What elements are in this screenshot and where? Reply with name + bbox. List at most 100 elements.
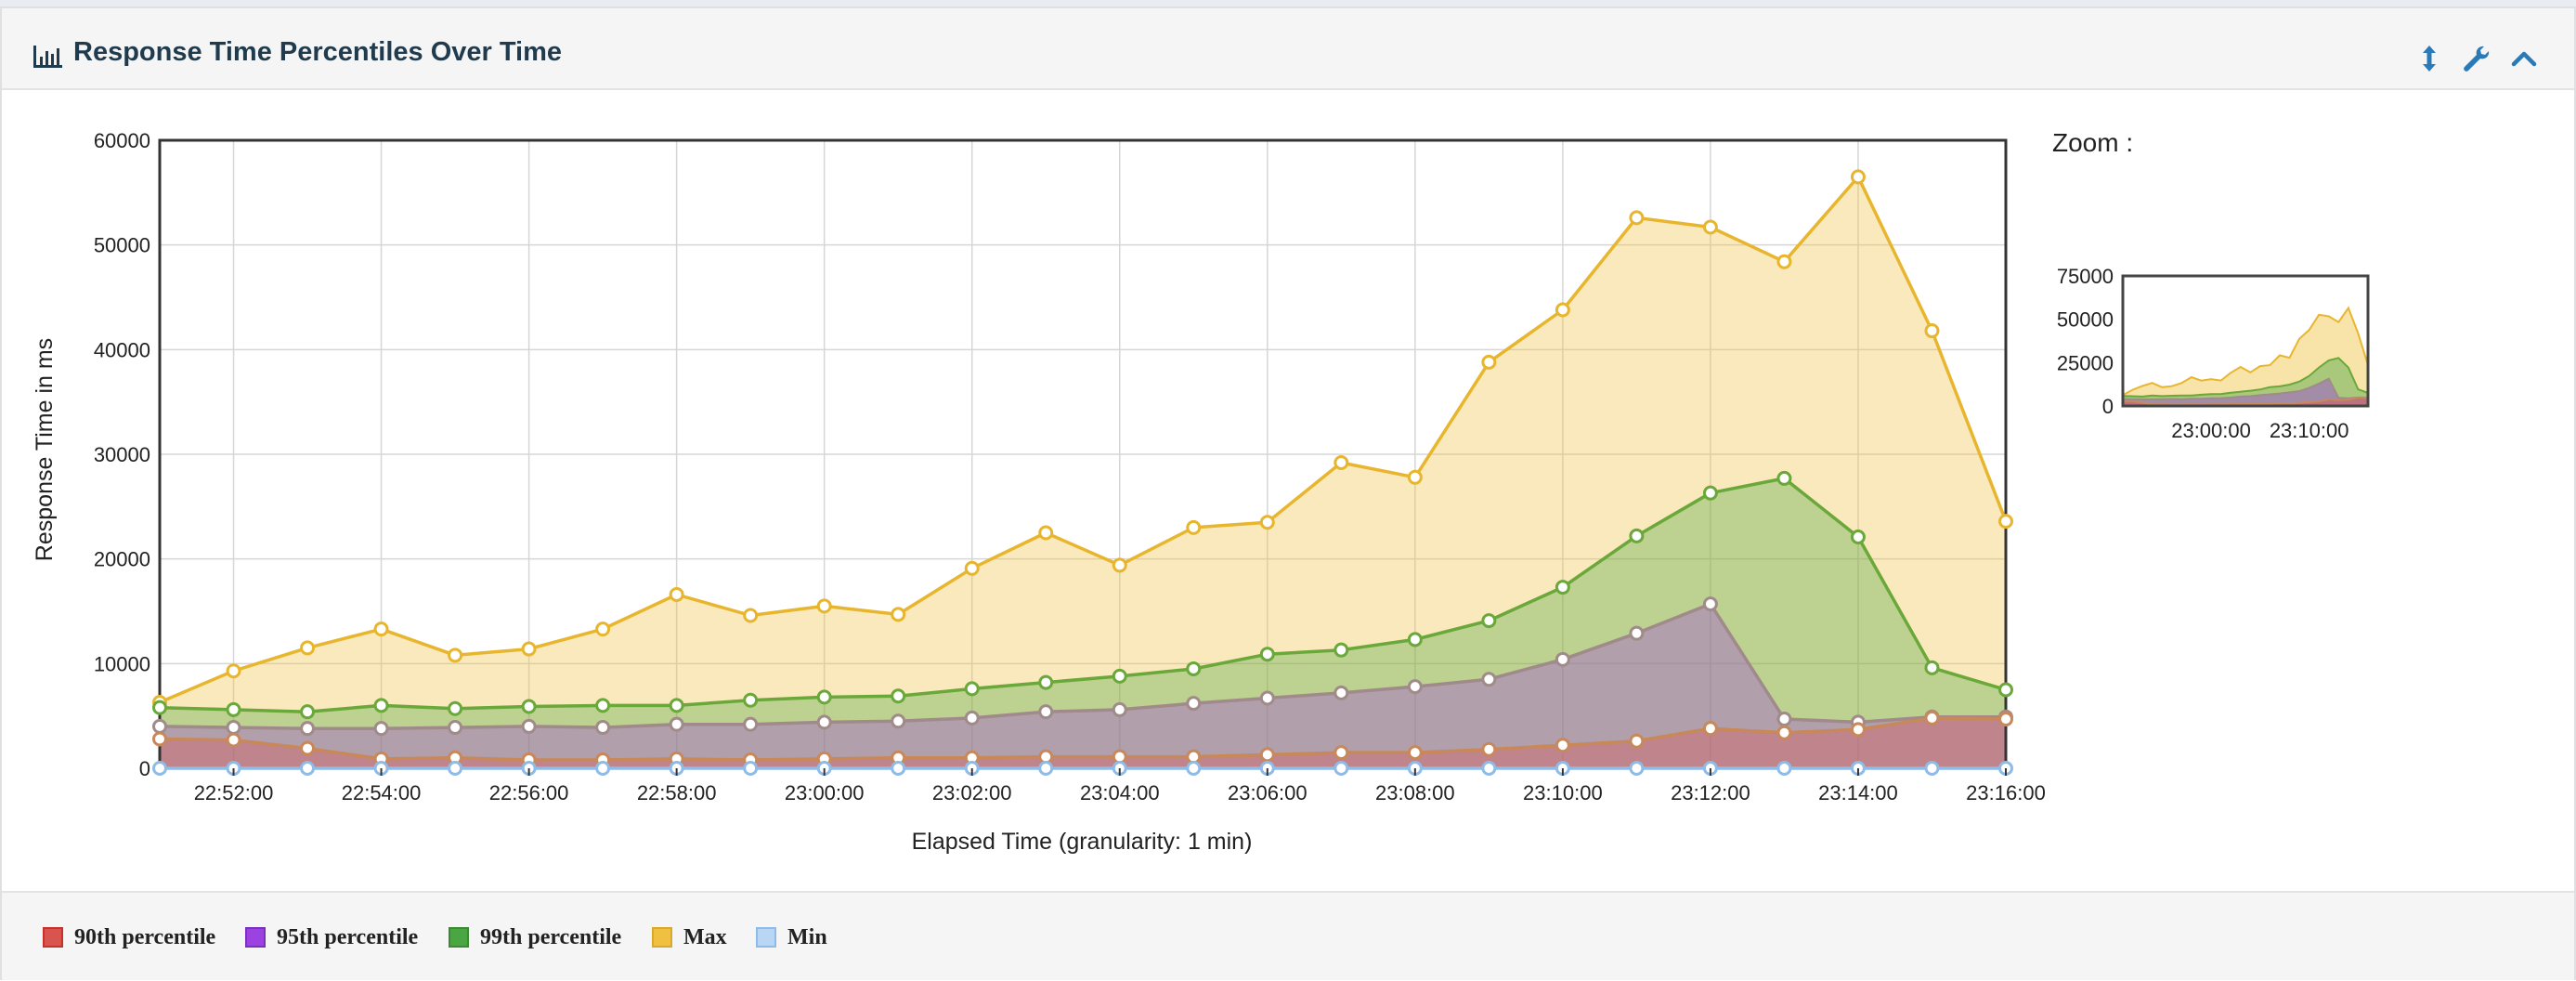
point-95th-percentile[interactable] <box>226 720 241 736</box>
point-max[interactable] <box>1555 302 1570 318</box>
point-99th-percentile[interactable] <box>373 698 389 713</box>
point-95th-percentile[interactable] <box>1776 712 1792 727</box>
point-max[interactable] <box>595 621 611 637</box>
point-99th-percentile[interactable] <box>1259 647 1275 662</box>
point-95th-percentile[interactable] <box>152 718 167 734</box>
point-max[interactable] <box>1702 219 1718 235</box>
point-99th-percentile[interactable] <box>595 698 611 713</box>
point-min[interactable] <box>152 761 167 776</box>
point-90th-percentile[interactable] <box>226 732 241 748</box>
point-max[interactable] <box>1259 515 1275 530</box>
resize-vertical-icon[interactable] <box>2414 44 2444 73</box>
point-95th-percentile[interactable] <box>669 716 684 732</box>
point-99th-percentile[interactable] <box>1924 660 1940 675</box>
point-99th-percentile[interactable] <box>1555 580 1570 595</box>
point-max[interactable] <box>1112 557 1127 573</box>
point-90th-percentile[interactable] <box>1259 747 1275 763</box>
point-min[interactable] <box>595 761 611 776</box>
point-max[interactable] <box>1334 455 1349 471</box>
point-99th-percentile[interactable] <box>1481 613 1497 629</box>
point-max[interactable] <box>669 586 684 602</box>
point-90th-percentile[interactable] <box>1629 733 1645 749</box>
point-max[interactable] <box>1038 525 1054 541</box>
point-99th-percentile[interactable] <box>891 688 906 704</box>
point-99th-percentile[interactable] <box>669 698 684 713</box>
point-95th-percentile[interactable] <box>595 720 611 736</box>
point-max[interactable] <box>226 663 241 679</box>
point-95th-percentile[interactable] <box>1555 651 1570 667</box>
point-max[interactable] <box>891 607 906 622</box>
point-95th-percentile[interactable] <box>521 718 537 734</box>
point-90th-percentile[interactable] <box>1924 710 1940 726</box>
point-90th-percentile[interactable] <box>1998 712 2013 727</box>
point-95th-percentile[interactable] <box>1629 625 1645 641</box>
point-95th-percentile[interactable] <box>300 721 316 737</box>
point-max[interactable] <box>964 560 980 576</box>
point-99th-percentile[interactable] <box>1998 682 2013 698</box>
point-99th-percentile[interactable] <box>1038 674 1054 690</box>
point-95th-percentile[interactable] <box>373 721 389 737</box>
chevron-up-icon[interactable] <box>2509 44 2539 73</box>
point-95th-percentile[interactable] <box>448 720 463 736</box>
point-90th-percentile[interactable] <box>1481 741 1497 757</box>
point-min[interactable] <box>300 761 316 776</box>
point-99th-percentile[interactable] <box>300 704 316 720</box>
point-95th-percentile[interactable] <box>743 716 759 732</box>
point-min[interactable] <box>1629 761 1645 776</box>
point-99th-percentile[interactable] <box>1850 530 1866 545</box>
point-95th-percentile[interactable] <box>1259 690 1275 706</box>
point-90th-percentile[interactable] <box>1334 745 1349 761</box>
point-max[interactable] <box>1186 519 1202 535</box>
point-99th-percentile[interactable] <box>1702 485 1718 501</box>
point-max[interactable] <box>1776 254 1792 269</box>
point-max[interactable] <box>300 640 316 656</box>
point-99th-percentile[interactable] <box>743 692 759 708</box>
point-min[interactable] <box>1481 761 1497 776</box>
point-min[interactable] <box>1776 761 1792 776</box>
point-99th-percentile[interactable] <box>1776 470 1792 486</box>
point-99th-percentile[interactable] <box>1186 661 1202 676</box>
point-95th-percentile[interactable] <box>1334 685 1349 700</box>
point-max[interactable] <box>448 647 463 663</box>
point-max[interactable] <box>1924 323 1940 339</box>
point-min[interactable] <box>743 761 759 776</box>
wrench-icon[interactable] <box>2461 44 2491 73</box>
point-95th-percentile[interactable] <box>1407 679 1423 695</box>
point-99th-percentile[interactable] <box>1629 528 1645 543</box>
point-max[interactable] <box>521 641 537 657</box>
point-min[interactable] <box>1924 761 1940 776</box>
point-min[interactable] <box>1334 761 1349 776</box>
point-99th-percentile[interactable] <box>152 700 167 715</box>
point-layer[interactable] <box>152 169 2013 776</box>
point-95th-percentile[interactable] <box>1186 696 1202 712</box>
point-99th-percentile[interactable] <box>226 701 241 717</box>
point-max[interactable] <box>1629 210 1645 226</box>
point-max[interactable] <box>1850 169 1866 185</box>
point-99th-percentile[interactable] <box>521 699 537 714</box>
point-95th-percentile[interactable] <box>816 714 832 730</box>
point-95th-percentile[interactable] <box>1038 704 1054 720</box>
point-min[interactable] <box>1186 761 1202 776</box>
point-99th-percentile[interactable] <box>1334 642 1349 658</box>
point-95th-percentile[interactable] <box>1481 672 1497 687</box>
point-max[interactable] <box>1407 469 1423 485</box>
point-max[interactable] <box>1998 514 2013 530</box>
point-90th-percentile[interactable] <box>1555 738 1570 753</box>
point-99th-percentile[interactable] <box>1407 632 1423 647</box>
point-max[interactable] <box>816 598 832 614</box>
point-90th-percentile[interactable] <box>1776 725 1792 740</box>
point-95th-percentile[interactable] <box>891 713 906 729</box>
point-95th-percentile[interactable] <box>964 710 980 726</box>
point-95th-percentile[interactable] <box>1112 701 1127 717</box>
point-90th-percentile[interactable] <box>1850 722 1866 738</box>
point-max[interactable] <box>1481 354 1497 370</box>
point-90th-percentile[interactable] <box>1407 745 1423 761</box>
point-min[interactable] <box>891 761 906 776</box>
point-90th-percentile[interactable] <box>300 740 316 756</box>
point-min[interactable] <box>448 761 463 776</box>
point-max[interactable] <box>743 608 759 623</box>
point-99th-percentile[interactable] <box>964 681 980 697</box>
point-90th-percentile[interactable] <box>1702 721 1718 737</box>
point-min[interactable] <box>1038 761 1054 776</box>
point-90th-percentile[interactable] <box>152 731 167 747</box>
